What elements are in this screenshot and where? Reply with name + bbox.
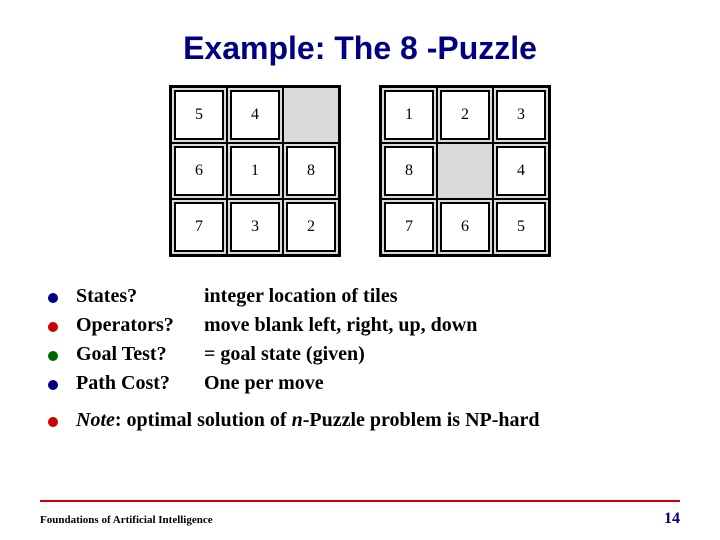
puzzle-tile: 3 — [230, 202, 280, 252]
puzzle-cell: 5 — [493, 199, 549, 255]
bullet-note: Note: optimal solution of n-Puzzle probl… — [48, 409, 680, 432]
puzzle-tile: 4 — [230, 90, 280, 140]
puzzle-tile: 5 — [174, 90, 224, 140]
bullet-dot — [48, 322, 58, 332]
puzzle-cell: 2 — [437, 87, 493, 143]
puzzle-tile: 8 — [286, 146, 336, 196]
bullet-label: Goal Test? — [76, 343, 204, 366]
bullet-label: States? — [76, 285, 204, 308]
puzzle-tile: 7 — [174, 202, 224, 252]
puzzle-tile: 2 — [440, 90, 490, 140]
bullet-operators: Operators? move blank left, right, up, d… — [48, 314, 680, 337]
puzzle-cell: 7 — [381, 199, 437, 255]
note-prefix: Note — [76, 409, 115, 431]
puzzle-cell: 6 — [171, 143, 227, 199]
puzzle-tile: 4 — [496, 146, 546, 196]
puzzle-tile: 3 — [496, 90, 546, 140]
footer-page-number: 14 — [664, 510, 680, 528]
slide: Example: The 8 -Puzzle 54618732 12384765… — [0, 0, 720, 540]
bullet-label: Operators? — [76, 314, 204, 337]
puzzle-cell: 4 — [493, 143, 549, 199]
bullet-dot — [48, 380, 58, 390]
puzzle-goal-state: 123 8 4 765 — [379, 85, 551, 257]
puzzle-tile: 8 — [384, 146, 434, 196]
bullet-value: move blank left, right, up, down — [204, 314, 477, 337]
puzzle-tile: 1 — [384, 90, 434, 140]
bullet-value: = goal state (given) — [204, 343, 365, 366]
note-mid: : optimal solution of — [115, 409, 292, 431]
puzzle-cell: 1 — [381, 87, 437, 143]
bullet-states: States? integer location of tiles — [48, 285, 680, 308]
note-suffix: -Puzzle problem is NP-hard — [303, 409, 540, 431]
puzzle-cell: 3 — [227, 199, 283, 255]
bullet-value: integer location of tiles — [204, 285, 397, 308]
bullet-list: States? integer location of tiles Operat… — [48, 285, 680, 432]
puzzle-tile: 2 — [286, 202, 336, 252]
note-n: n — [292, 409, 303, 431]
footer-divider — [40, 500, 680, 502]
puzzle-cell — [437, 143, 493, 199]
bullet-pathcost: Path Cost? One per move — [48, 372, 680, 395]
slide-title: Example: The 8 -Puzzle — [40, 30, 680, 67]
puzzle-cell: 4 — [227, 87, 283, 143]
bullet-dot — [48, 417, 58, 427]
puzzle-tile: 7 — [384, 202, 434, 252]
puzzle-cell: 2 — [283, 199, 339, 255]
puzzle-cell — [283, 87, 339, 143]
bullet-dot — [48, 351, 58, 361]
puzzle-start-state: 54618 732 — [169, 85, 341, 257]
footer-left-text: Foundations of Artificial Intelligence — [40, 514, 213, 526]
puzzle-cell: 8 — [283, 143, 339, 199]
puzzle-tile: 1 — [230, 146, 280, 196]
bullet-dot — [48, 293, 58, 303]
puzzle-cell: 8 — [381, 143, 437, 199]
puzzle-tile: 6 — [174, 146, 224, 196]
puzzle-cell: 5 — [171, 87, 227, 143]
bullet-value: One per move — [204, 372, 324, 395]
note-text: Note: optimal solution of n-Puzzle probl… — [76, 409, 540, 432]
puzzle-cell: 1 — [227, 143, 283, 199]
puzzle-tile: 6 — [440, 202, 490, 252]
puzzle-cell: 3 — [493, 87, 549, 143]
puzzle-cell: 7 — [171, 199, 227, 255]
puzzle-cell: 6 — [437, 199, 493, 255]
puzzle-tile: 5 — [496, 202, 546, 252]
bullet-goaltest: Goal Test? = goal state (given) — [48, 343, 680, 366]
bullet-label: Path Cost? — [76, 372, 204, 395]
puzzle-grids: 54618732 12384765 — [40, 85, 680, 257]
